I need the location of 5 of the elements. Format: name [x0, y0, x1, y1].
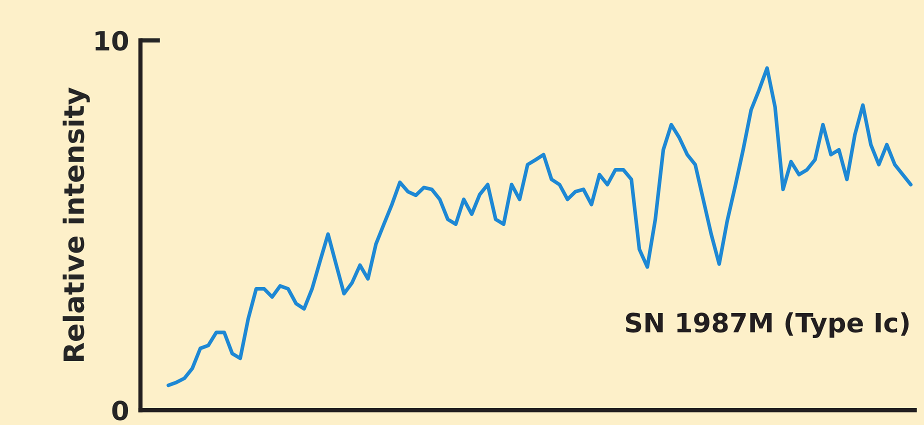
line-series — [166, 66, 913, 388]
y-tick-label: 0 — [112, 400, 128, 421]
y-tick-label: 10 — [96, 30, 128, 51]
annotation: SN 1987M (Type Ic) — [626, 312, 909, 338]
y-axis-title: Relative intensity — [62, 87, 90, 361]
